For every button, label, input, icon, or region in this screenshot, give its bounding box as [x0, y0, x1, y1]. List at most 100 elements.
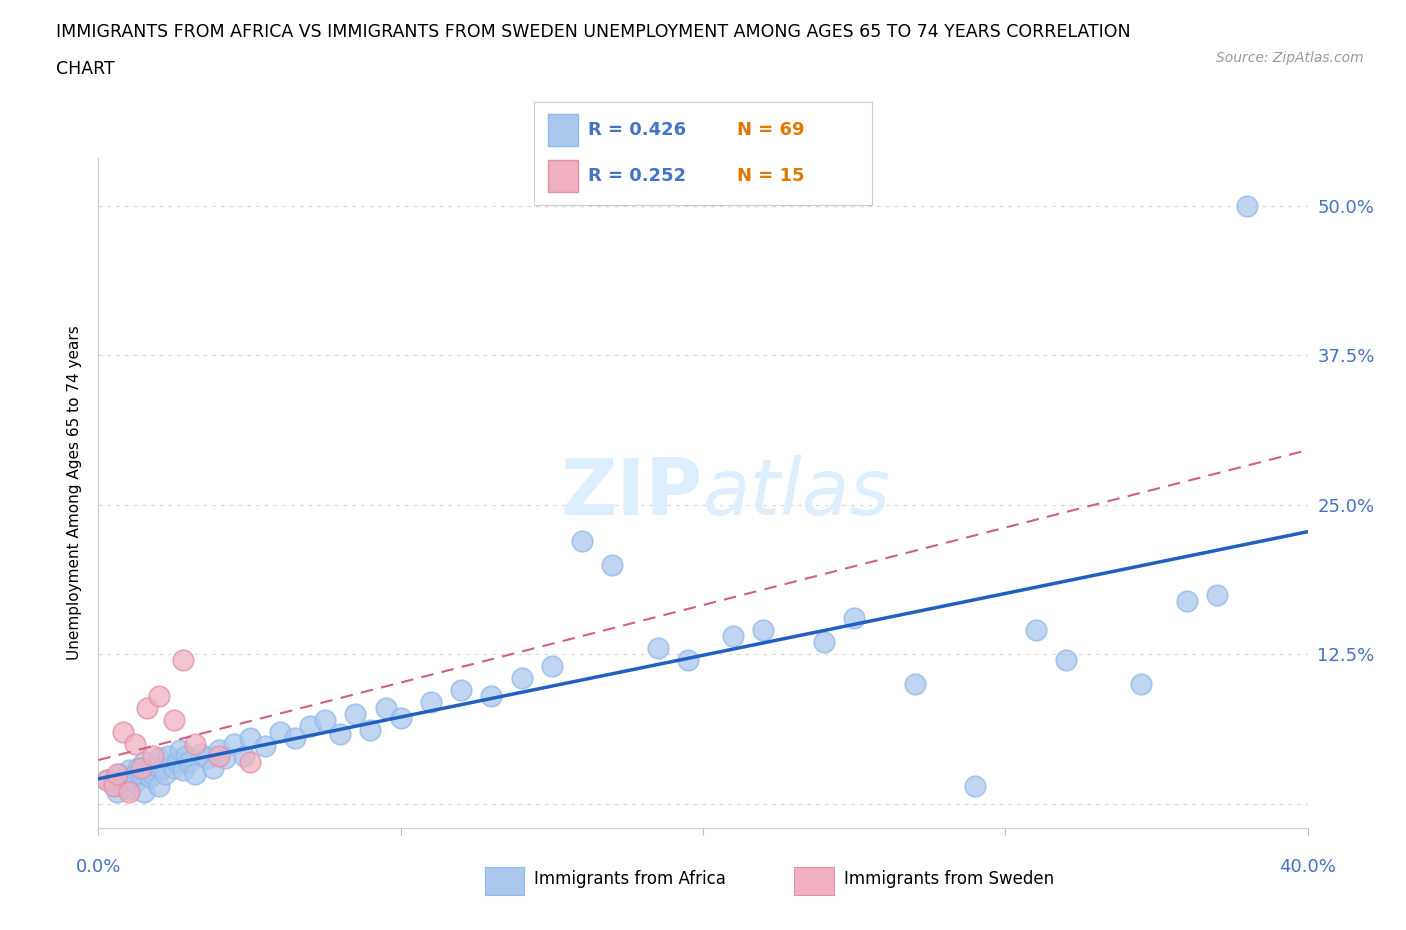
Point: [124, 737, 146, 751]
Bar: [548, 160, 578, 193]
Point: [602, 557, 624, 572]
Point: [124, 775, 146, 790]
Point: [96, 773, 118, 788]
Point: [676, 653, 699, 668]
Point: [118, 763, 141, 777]
Point: [163, 761, 186, 776]
Point: [450, 683, 472, 698]
Point: [647, 641, 669, 656]
Point: [184, 737, 207, 751]
Point: [172, 763, 194, 777]
Point: [96, 773, 118, 788]
Point: [132, 784, 155, 799]
Point: [344, 707, 367, 722]
Text: N = 69: N = 69: [737, 121, 804, 139]
Point: [111, 724, 134, 739]
Text: Immigrants from Africa: Immigrants from Africa: [534, 870, 725, 888]
Point: [1024, 623, 1046, 638]
Point: [153, 766, 176, 781]
Point: [571, 533, 593, 548]
Point: [214, 751, 236, 765]
Point: [1175, 593, 1198, 608]
Point: [103, 775, 125, 790]
Text: Source: ZipAtlas.com: Source: ZipAtlas.com: [1216, 51, 1364, 65]
Text: 0.0%: 0.0%: [76, 857, 121, 875]
Point: [129, 766, 152, 781]
Point: [329, 727, 352, 742]
Point: [1130, 677, 1153, 692]
Bar: [548, 113, 578, 146]
Point: [202, 761, 225, 776]
Point: [965, 778, 987, 793]
Point: [169, 742, 191, 757]
Point: [135, 700, 157, 715]
Point: [1236, 198, 1258, 213]
Point: [195, 751, 218, 765]
Point: [752, 623, 775, 638]
Point: [114, 773, 136, 788]
Point: [904, 677, 927, 692]
Point: [103, 778, 125, 793]
Point: [224, 737, 246, 751]
Point: [132, 754, 155, 769]
Text: ZIP: ZIP: [561, 455, 703, 531]
Point: [190, 746, 212, 761]
Text: N = 15: N = 15: [737, 167, 804, 185]
Point: [148, 778, 170, 793]
Point: [360, 723, 382, 737]
Point: [105, 784, 128, 799]
Point: [118, 784, 141, 799]
Point: [111, 778, 134, 793]
Point: [239, 754, 262, 769]
Point: [208, 749, 231, 764]
Point: [389, 711, 412, 725]
Point: [299, 719, 322, 734]
Point: [108, 766, 131, 781]
Point: [148, 751, 170, 765]
Point: [145, 758, 167, 773]
Point: [723, 629, 745, 644]
Text: Immigrants from Sweden: Immigrants from Sweden: [844, 870, 1053, 888]
Point: [481, 689, 503, 704]
Point: [314, 712, 336, 727]
Point: [148, 689, 170, 704]
Point: [284, 731, 307, 746]
Point: [374, 700, 396, 715]
Point: [172, 653, 194, 668]
Y-axis label: Unemployment Among Ages 65 to 74 years: Unemployment Among Ages 65 to 74 years: [67, 326, 83, 660]
Point: [156, 749, 179, 764]
Point: [184, 766, 207, 781]
Point: [105, 766, 128, 781]
Point: [208, 742, 231, 757]
Text: R = 0.252: R = 0.252: [588, 167, 686, 185]
Point: [142, 749, 165, 764]
Point: [139, 770, 162, 785]
Point: [166, 754, 188, 769]
Point: [540, 658, 562, 673]
Text: atlas: atlas: [703, 455, 891, 531]
Point: [269, 724, 291, 739]
Point: [1206, 587, 1229, 602]
Point: [150, 761, 173, 776]
Point: [127, 761, 149, 776]
Point: [129, 761, 152, 776]
Point: [253, 739, 276, 754]
Point: [121, 770, 143, 785]
Text: 40.0%: 40.0%: [1279, 857, 1336, 875]
Text: CHART: CHART: [56, 60, 115, 78]
Point: [813, 635, 835, 650]
Point: [135, 763, 157, 777]
Point: [510, 671, 533, 685]
Point: [844, 611, 866, 626]
Point: [174, 749, 197, 764]
Point: [239, 731, 262, 746]
Point: [232, 749, 254, 764]
Text: R = 0.426: R = 0.426: [588, 121, 686, 139]
Text: IMMIGRANTS FROM AFRICA VS IMMIGRANTS FROM SWEDEN UNEMPLOYMENT AMONG AGES 65 TO 7: IMMIGRANTS FROM AFRICA VS IMMIGRANTS FRO…: [56, 23, 1130, 41]
Point: [163, 712, 186, 727]
Point: [179, 754, 201, 769]
Point: [118, 782, 141, 797]
Point: [142, 766, 165, 781]
Point: [420, 695, 443, 710]
Point: [1054, 653, 1077, 668]
